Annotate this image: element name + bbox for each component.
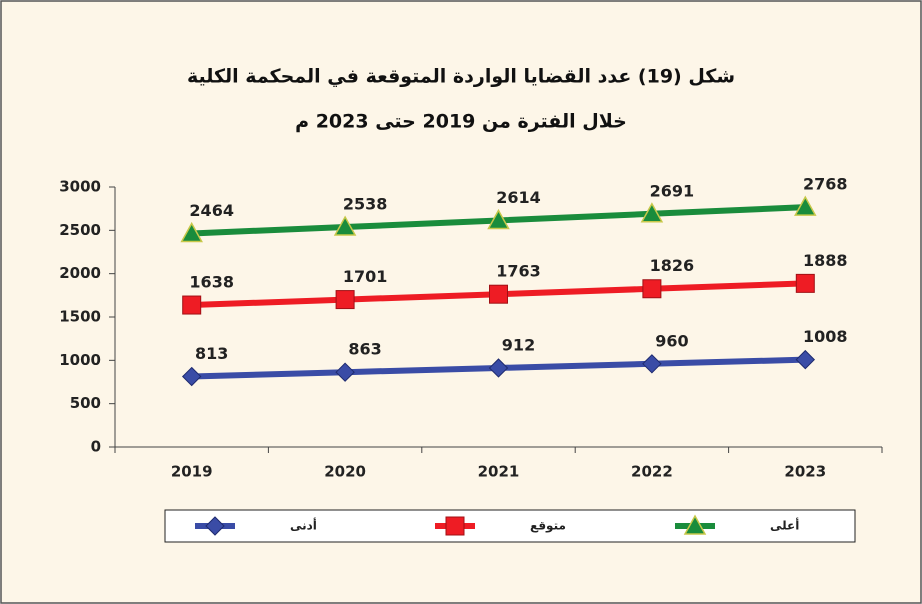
- data-point: [333, 215, 357, 236]
- chart-subtitle: خلال الفترة من 2019 حتى 2023 م: [295, 111, 627, 133]
- data-label: 2538: [343, 195, 388, 214]
- legend-label: أدنى: [290, 518, 317, 533]
- data-label: 2691: [650, 181, 695, 200]
- data-point: [180, 221, 203, 243]
- data-point: [182, 295, 202, 315]
- x-tick-label: 2019: [171, 463, 213, 481]
- data-label: 1888: [803, 251, 848, 270]
- legend-marker: [445, 516, 465, 536]
- data-point: [335, 290, 355, 310]
- y-tick-label: 2000: [59, 264, 101, 282]
- data-point: [640, 202, 664, 223]
- data-label: 960: [655, 331, 688, 350]
- data-label: 1701: [343, 267, 388, 286]
- data-label: 813: [195, 344, 228, 363]
- data-label: 1638: [189, 273, 234, 292]
- data-point: [489, 284, 508, 304]
- data-point: [335, 362, 355, 382]
- x-tick-label: 2020: [324, 463, 366, 481]
- y-tick-label: 500: [70, 394, 101, 412]
- legend-label: أعلى: [770, 518, 799, 533]
- y-tick-label: 2500: [59, 221, 101, 239]
- data-point: [794, 195, 817, 216]
- y-tick-label: 3000: [59, 178, 101, 196]
- data-point: [487, 208, 510, 230]
- data-point: [642, 279, 662, 299]
- data-label: 2464: [189, 201, 234, 220]
- data-point: [181, 366, 202, 387]
- data-label: 2614: [496, 188, 541, 207]
- data-label: 863: [348, 340, 381, 359]
- data-label: 912: [502, 335, 535, 354]
- y-tick-label: 0: [91, 438, 101, 456]
- legend-marker: [205, 516, 225, 536]
- legend-label: متوقع: [530, 519, 566, 534]
- data-point: [795, 349, 816, 370]
- data-label: 1763: [496, 262, 541, 281]
- data-point: [642, 354, 662, 374]
- data-label: 1826: [650, 256, 695, 275]
- legend-box: [164, 509, 856, 543]
- chart-title: شكل (19) عدد القضايا الواردة المتوقعة في…: [187, 66, 735, 88]
- x-tick-label: 2023: [784, 463, 826, 481]
- y-tick-label: 1500: [59, 308, 101, 326]
- x-tick-label: 2021: [478, 463, 520, 481]
- legend-marker: [683, 514, 707, 535]
- y-tick-label: 1000: [59, 351, 101, 369]
- data-point: [795, 273, 815, 293]
- data-label: 2768: [803, 175, 848, 194]
- data-label: 1008: [803, 327, 848, 346]
- data-point: [488, 358, 509, 378]
- x-tick-label: 2022: [631, 463, 673, 481]
